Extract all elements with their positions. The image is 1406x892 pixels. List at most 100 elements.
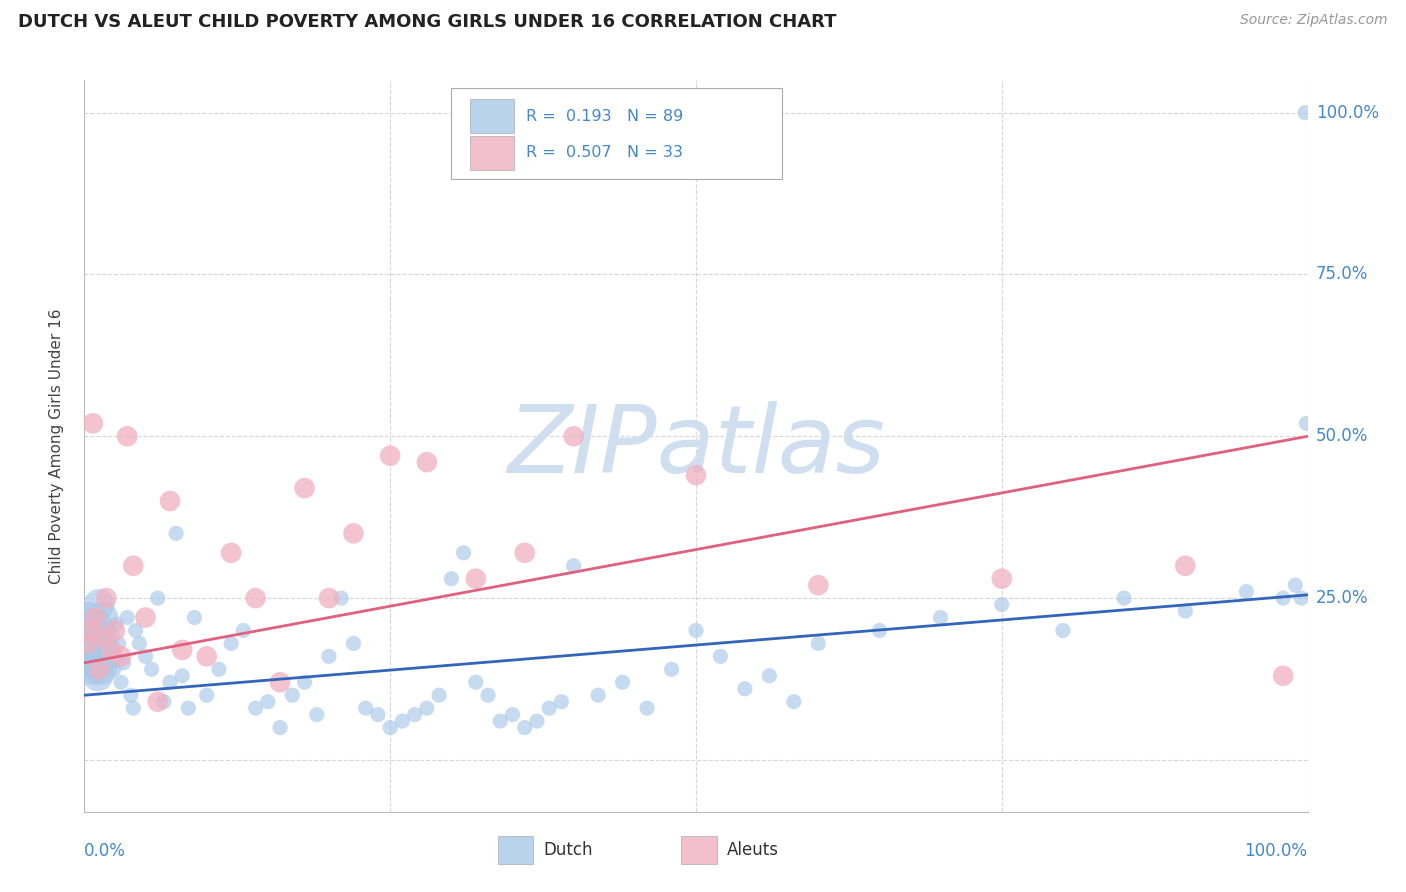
Point xyxy=(82,636,104,650)
Point xyxy=(526,714,548,728)
Point xyxy=(159,675,181,690)
Point xyxy=(1174,604,1197,618)
Point xyxy=(1291,591,1313,606)
Point xyxy=(172,669,194,683)
FancyBboxPatch shape xyxy=(451,87,782,179)
Point xyxy=(305,707,328,722)
Point xyxy=(100,643,122,657)
Point xyxy=(110,675,132,690)
Point xyxy=(89,636,111,650)
Point xyxy=(120,688,142,702)
Text: R =  0.507   N = 33: R = 0.507 N = 33 xyxy=(526,145,683,161)
Point xyxy=(90,662,112,676)
Point xyxy=(636,701,658,715)
Point xyxy=(146,695,169,709)
Point xyxy=(380,721,402,735)
Point xyxy=(990,598,1012,612)
Point xyxy=(153,695,176,709)
Point xyxy=(367,707,389,722)
Text: 0.0%: 0.0% xyxy=(84,842,127,860)
Text: Aleuts: Aleuts xyxy=(727,841,779,859)
Point xyxy=(1272,669,1295,683)
Point xyxy=(93,630,115,644)
Point xyxy=(427,688,450,702)
Point xyxy=(807,578,830,592)
Point xyxy=(96,591,118,606)
Point xyxy=(416,455,439,469)
Point xyxy=(86,617,108,632)
Point xyxy=(380,449,402,463)
Point xyxy=(107,636,129,650)
Text: 75.0%: 75.0% xyxy=(1316,266,1368,284)
Point xyxy=(219,546,242,560)
Point xyxy=(269,675,291,690)
Point xyxy=(195,688,218,702)
Point xyxy=(257,695,280,709)
Point xyxy=(354,701,377,715)
Point xyxy=(125,624,148,638)
Point xyxy=(453,546,475,560)
Point xyxy=(82,417,104,431)
Point xyxy=(146,591,169,606)
Point xyxy=(538,701,561,715)
Point xyxy=(342,526,364,541)
Point xyxy=(83,662,105,676)
Point xyxy=(100,643,122,657)
Point xyxy=(661,662,683,676)
Point xyxy=(141,662,163,676)
Point xyxy=(929,610,952,624)
Text: DUTCH VS ALEUT CHILD POVERTY AMONG GIRLS UNDER 16 CORRELATION CHART: DUTCH VS ALEUT CHILD POVERTY AMONG GIRLS… xyxy=(18,13,837,31)
Point xyxy=(391,714,413,728)
Point xyxy=(1295,417,1317,431)
Point xyxy=(1052,624,1074,638)
Text: Dutch: Dutch xyxy=(543,841,592,859)
Text: 100.0%: 100.0% xyxy=(1316,103,1379,121)
Point xyxy=(80,656,103,670)
Point xyxy=(294,675,316,690)
Point xyxy=(685,468,707,483)
Point xyxy=(135,649,157,664)
Point xyxy=(79,643,101,657)
Point xyxy=(489,714,512,728)
Point xyxy=(122,701,145,715)
Point xyxy=(77,636,100,650)
Point xyxy=(172,643,194,657)
Point xyxy=(501,707,523,722)
Text: 25.0%: 25.0% xyxy=(1316,589,1368,607)
Point xyxy=(464,572,486,586)
Point xyxy=(477,688,499,702)
Text: ZIPatlas: ZIPatlas xyxy=(508,401,884,491)
Point xyxy=(112,656,135,670)
Text: R =  0.193   N = 89: R = 0.193 N = 89 xyxy=(526,109,683,124)
Point xyxy=(97,624,120,638)
Point xyxy=(586,688,609,702)
Point xyxy=(1234,584,1257,599)
Point xyxy=(77,610,100,624)
Point xyxy=(122,558,145,573)
Point xyxy=(513,546,536,560)
Point xyxy=(115,429,138,443)
Point xyxy=(416,701,439,715)
Point xyxy=(165,526,187,541)
Point xyxy=(1114,591,1136,606)
Point xyxy=(318,591,340,606)
Point xyxy=(281,688,304,702)
Point xyxy=(105,617,128,632)
Point xyxy=(1294,105,1316,120)
Point xyxy=(685,624,707,638)
FancyBboxPatch shape xyxy=(682,836,717,864)
FancyBboxPatch shape xyxy=(498,836,533,864)
Point xyxy=(464,675,486,690)
Point xyxy=(219,636,242,650)
Point xyxy=(734,681,756,696)
Point xyxy=(783,695,806,709)
Point xyxy=(269,721,291,735)
Point xyxy=(115,610,138,624)
Point xyxy=(513,721,536,735)
Point xyxy=(91,610,114,624)
Point xyxy=(612,675,634,690)
Point xyxy=(87,662,110,676)
FancyBboxPatch shape xyxy=(470,136,513,169)
Point xyxy=(159,494,181,508)
Point xyxy=(195,649,218,664)
